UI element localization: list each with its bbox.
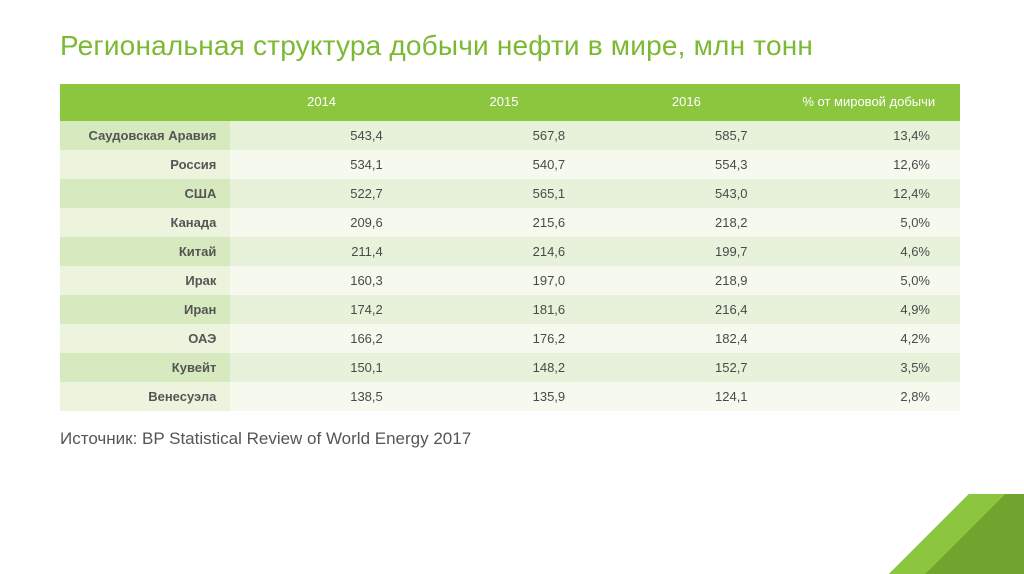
table-cell: 534,1 [230, 150, 412, 179]
row-label: Китай [60, 237, 230, 266]
table-row: Иран174,2181,6216,44,9% [60, 295, 960, 324]
row-label: ОАЭ [60, 324, 230, 353]
table-cell: 4,2% [778, 324, 960, 353]
table-cell: 182,4 [595, 324, 777, 353]
table-row: США522,7565,1543,012,4% [60, 179, 960, 208]
table-cell: 150,1 [230, 353, 412, 382]
table-cell: 522,7 [230, 179, 412, 208]
header-percent: % от мировой добычи [778, 84, 960, 121]
table-cell: 148,2 [413, 353, 595, 382]
source-citation: Источник: BP Statistical Review of World… [60, 429, 974, 449]
table-row: Китай211,4214,6199,74,6% [60, 237, 960, 266]
table-cell: 197,0 [413, 266, 595, 295]
table-cell: 13,4% [778, 121, 960, 150]
table-row: Ирак160,3197,0218,95,0% [60, 266, 960, 295]
table-cell: 166,2 [230, 324, 412, 353]
table-cell: 543,0 [595, 179, 777, 208]
table-cell: 4,9% [778, 295, 960, 324]
table-cell: 181,6 [413, 295, 595, 324]
table-cell: 176,2 [413, 324, 595, 353]
table-row: ОАЭ166,2176,2182,44,2% [60, 324, 960, 353]
row-label: Канада [60, 208, 230, 237]
row-label: Саудовская Аравия [60, 121, 230, 150]
table-cell: 554,3 [595, 150, 777, 179]
table-cell: 214,6 [413, 237, 595, 266]
page-title: Региональная структура добычи нефти в ми… [60, 30, 974, 62]
header-corner [60, 84, 230, 121]
table-cell: 209,6 [230, 208, 412, 237]
table-cell: 5,0% [778, 208, 960, 237]
table-cell: 565,1 [413, 179, 595, 208]
table-cell: 135,9 [413, 382, 595, 411]
table-row: Канада209,6215,6218,25,0% [60, 208, 960, 237]
table-cell: 540,7 [413, 150, 595, 179]
table-row: Саудовская Аравия543,4567,8585,713,4% [60, 121, 960, 150]
header-2015: 2015 [413, 84, 595, 121]
table-cell: 216,4 [595, 295, 777, 324]
table-cell: 152,7 [595, 353, 777, 382]
table-cell: 218,2 [595, 208, 777, 237]
table-cell: 3,5% [778, 353, 960, 382]
table-header-row: 2014 2015 2016 % от мировой добычи [60, 84, 960, 121]
table-cell: 138,5 [230, 382, 412, 411]
table-cell: 4,6% [778, 237, 960, 266]
table-cell: 218,9 [595, 266, 777, 295]
table-cell: 124,1 [595, 382, 777, 411]
table-cell: 174,2 [230, 295, 412, 324]
row-label: Иран [60, 295, 230, 324]
slide: Региональная структура добычи нефти в ми… [0, 0, 1024, 574]
table-row: Кувейт150,1148,2152,73,5% [60, 353, 960, 382]
table-cell: 211,4 [230, 237, 412, 266]
table-row: Россия534,1540,7554,312,6% [60, 150, 960, 179]
table-cell: 12,4% [778, 179, 960, 208]
header-2014: 2014 [230, 84, 412, 121]
table-cell: 2,8% [778, 382, 960, 411]
table-cell: 12,6% [778, 150, 960, 179]
table-cell: 543,4 [230, 121, 412, 150]
row-label: США [60, 179, 230, 208]
row-label: Кувейт [60, 353, 230, 382]
table-cell: 160,3 [230, 266, 412, 295]
oil-production-table: 2014 2015 2016 % от мировой добычи Саудо… [60, 84, 960, 411]
table-cell: 199,7 [595, 237, 777, 266]
header-2016: 2016 [595, 84, 777, 121]
row-label: Ирак [60, 266, 230, 295]
table-cell: 567,8 [413, 121, 595, 150]
row-label: Венесуэла [60, 382, 230, 411]
row-label: Россия [60, 150, 230, 179]
table-cell: 585,7 [595, 121, 777, 150]
slide-accent-decoration [844, 494, 1024, 574]
table-row: Венесуэла138,5135,9124,12,8% [60, 382, 960, 411]
table-cell: 215,6 [413, 208, 595, 237]
table-cell: 5,0% [778, 266, 960, 295]
